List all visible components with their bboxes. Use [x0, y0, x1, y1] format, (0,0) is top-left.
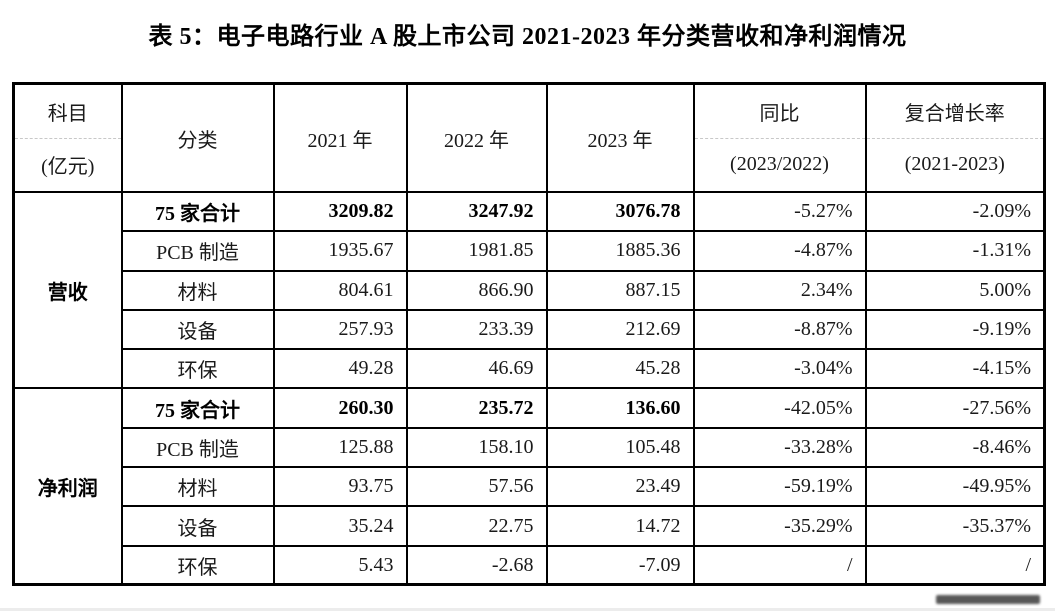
yoy-cell: -35.29%	[692, 505, 867, 547]
value-2021-cell: 257.93	[272, 308, 408, 351]
table-body: 营收 75 家合计 3209.82 3247.92 3076.78 -5.27% -2.09…	[12, 190, 1046, 586]
value-2022-cell: 235.72	[405, 387, 548, 429]
value-2021-cell: 1935.67	[272, 230, 408, 272]
header-subject: 科目 (亿元)	[12, 82, 123, 193]
cagr-cell: -35.37%	[864, 505, 1046, 547]
cagr-cell: -1.31%	[864, 230, 1046, 272]
header-cagr-line2: (2021-2023)	[904, 153, 1005, 176]
cagr-cell: 5.00%	[864, 269, 1046, 311]
cagr-cell: -9.19%	[864, 308, 1046, 351]
value-2023-cell: 212.69	[545, 308, 695, 351]
yoy-cell: -3.04%	[692, 348, 867, 390]
header-yoy-line1: 同比	[695, 85, 864, 139]
financial-table: 科目 (亿元) 分类 2021 年 2022 年 2023 年 同比 (2023…	[12, 82, 1046, 587]
cagr-cell: -4.15%	[864, 348, 1046, 390]
value-2021-cell: 3209.82	[272, 190, 408, 233]
value-2022-cell: 1981.85	[405, 230, 548, 272]
category-cell: 设备	[120, 308, 275, 351]
value-2023-cell: 45.28	[545, 348, 695, 390]
value-2022-cell: 158.10	[405, 426, 548, 469]
table-row: 材料 804.61 866.90 887.15 2.34% 5.00%	[14, 269, 1046, 311]
header-subject-line2: (亿元)	[41, 156, 95, 179]
yoy-cell: -42.05%	[692, 387, 867, 429]
table-row: 环保 5.43 -2.68 -7.09//	[14, 544, 1046, 586]
yoy-cell: -8.87%	[692, 308, 867, 351]
header-year-2022: 2022 年	[405, 82, 548, 193]
table-row: 营收 75 家合计 3209.82 3247.92 3076.78 -5.27% -2.09…	[12, 190, 1046, 390]
category-cell: 75 家合计	[120, 190, 275, 233]
category-cell: 环保	[120, 348, 275, 390]
value-2021-cell: 125.88	[272, 426, 408, 469]
value-2021-cell: 35.24	[272, 505, 408, 547]
value-2023-cell: 136.60	[545, 387, 695, 429]
yoy-cell: -5.27%	[692, 190, 867, 233]
table-row: 环保 49.28 46.69 45.28 -3.04% -4.15%	[14, 348, 1046, 390]
value-2023-cell: 105.48	[545, 426, 695, 469]
subject-cell-net-profit: 净利润	[12, 387, 123, 586]
category-cell: 设备	[120, 505, 275, 547]
value-2023-cell: 3076.78	[545, 190, 695, 233]
value-2022-cell: 3247.92	[405, 190, 548, 233]
yoy-cell: 2.34%	[692, 269, 867, 311]
value-2021-cell: 93.75	[272, 466, 408, 508]
category-cell: PCB 制造	[120, 426, 275, 469]
value-2022-cell: 46.69	[405, 348, 548, 390]
yoy-cell: -4.87%	[692, 230, 867, 272]
cagr-cell: -2.09%	[864, 190, 1046, 233]
header-year-2023: 2023 年	[545, 82, 695, 193]
table-row: PCB 制造 125.88 158.10 105.48 -33.28% -8.46%	[14, 426, 1046, 469]
value-2023-cell: -7.09	[545, 544, 695, 586]
value-2022-cell: 866.90	[405, 269, 548, 311]
header-yoy: 同比 (2023/2022)	[692, 82, 867, 193]
table-row: 材料 93.75 57.56 23.49 -59.19% -49.95%	[14, 466, 1046, 508]
yoy-cell: /	[692, 544, 867, 586]
page-bottom-band	[0, 608, 1055, 611]
yoy-cell: -59.19%	[692, 466, 867, 508]
header-year-2021: 2021 年	[272, 82, 408, 193]
table-title: 表 5：电子电路行业 A 股上市公司 2021-2023 年分类营收和净利润情况	[148, 24, 907, 50]
table-row: 净利润 75 家合计 260.30 235.72 136.60 -42.05% -27.56…	[12, 387, 1046, 586]
value-2023-cell: 1885.36	[545, 230, 695, 272]
cagr-cell: -49.95%	[864, 466, 1046, 508]
value-2023-cell: 23.49	[545, 466, 695, 508]
category-cell: 材料	[120, 269, 275, 311]
header-cagr-line1: 复合增长率	[867, 85, 1043, 139]
value-2022-cell: 233.39	[405, 308, 548, 351]
value-2021-cell: 49.28	[272, 348, 408, 390]
subject-cell-revenue: 营收	[12, 190, 123, 390]
yoy-cell: -33.28%	[692, 426, 867, 469]
watermark-smudge	[936, 595, 1040, 604]
value-2022-cell: -2.68	[405, 544, 548, 586]
header-subject-line1: 科目	[15, 85, 120, 139]
cagr-cell: -8.46%	[864, 426, 1046, 469]
value-2022-cell: 22.75	[405, 505, 548, 547]
table-row: 设备 257.93 233.39 212.69 -8.87% -9.19%	[14, 308, 1046, 351]
value-2021-cell: 804.61	[272, 269, 408, 311]
category-cell: PCB 制造	[120, 230, 275, 272]
category-cell: 75 家合计	[120, 387, 275, 429]
table-row: 设备 35.24 22.75 14.72 -35.29% -35.37%	[14, 505, 1046, 547]
header-category: 分类	[120, 82, 275, 193]
value-2021-cell: 5.43	[272, 544, 408, 586]
table-row: PCB 制造 1935.67 1981.85 1885.36 -4.87% -1.31%	[14, 230, 1046, 272]
header-yoy-line2: (2023/2022)	[730, 153, 829, 176]
cagr-cell: /	[864, 544, 1046, 586]
cagr-cell: -27.56%	[864, 387, 1046, 429]
value-2022-cell: 57.56	[405, 466, 548, 508]
value-2023-cell: 887.15	[545, 269, 695, 311]
header-cagr: 复合增长率 (2021-2023)	[864, 82, 1046, 193]
category-cell: 环保	[120, 544, 275, 586]
category-cell: 材料	[120, 466, 275, 508]
value-2021-cell: 260.30	[272, 387, 408, 429]
table-header: 科目 (亿元) 分类 2021 年 2022 年 2023 年 同比 (2023…	[12, 82, 1046, 193]
value-2023-cell: 14.72	[545, 505, 695, 547]
header-row: 科目 (亿元) 分类 2021 年 2022 年 2023 年 同比 (2023…	[12, 82, 1046, 193]
